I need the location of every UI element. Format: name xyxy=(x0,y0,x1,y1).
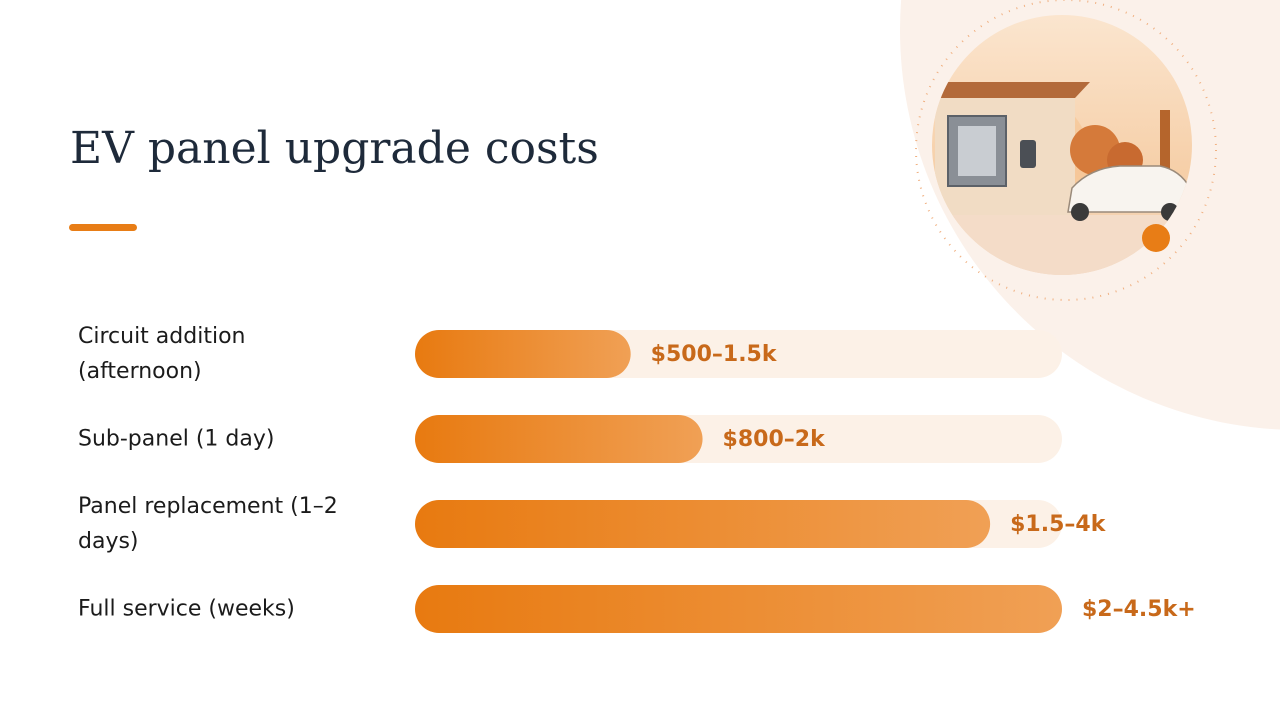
bar xyxy=(415,585,1062,633)
accent-dot xyxy=(1142,224,1170,252)
chart-title: EV panel upgrade costs xyxy=(70,123,599,174)
bar xyxy=(415,415,703,463)
value-label: $1.5–4k xyxy=(1010,512,1107,537)
bar xyxy=(415,500,991,548)
dotted-ring xyxy=(915,0,1217,301)
category-label: Sub-panel (1 day) xyxy=(78,426,275,452)
title-underline xyxy=(69,224,137,231)
category-label: Circuit addition (afternoon) xyxy=(78,324,246,384)
value-label: $800–2k xyxy=(723,427,827,452)
category-label: Full service (weeks) xyxy=(78,596,295,622)
category-label: Panel replacement (1–2 days) xyxy=(78,494,338,554)
value-label: $500–1.5k xyxy=(651,342,778,367)
bar xyxy=(415,330,631,378)
value-label: $2–4.5k+ xyxy=(1082,597,1196,622)
